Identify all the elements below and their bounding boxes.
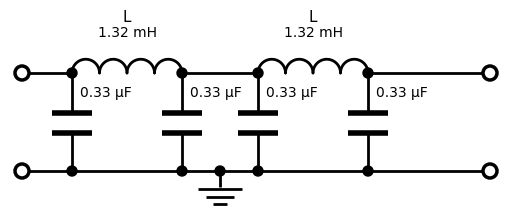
Text: 0.33 μF: 0.33 μF [190,86,242,100]
Text: 1.32 mH: 1.32 mH [97,26,157,40]
Circle shape [177,166,187,176]
Circle shape [67,166,77,176]
Circle shape [67,68,77,78]
Circle shape [215,166,225,176]
Text: 0.33 μF: 0.33 μF [266,86,318,100]
Circle shape [177,68,187,78]
Text: 0.33 μF: 0.33 μF [376,86,428,100]
Text: L: L [123,10,131,26]
Circle shape [363,166,373,176]
Text: 0.33 μF: 0.33 μF [80,86,132,100]
Circle shape [253,166,263,176]
Circle shape [363,68,373,78]
Text: L: L [309,10,317,26]
Text: 1.32 mH: 1.32 mH [284,26,343,40]
Circle shape [253,68,263,78]
